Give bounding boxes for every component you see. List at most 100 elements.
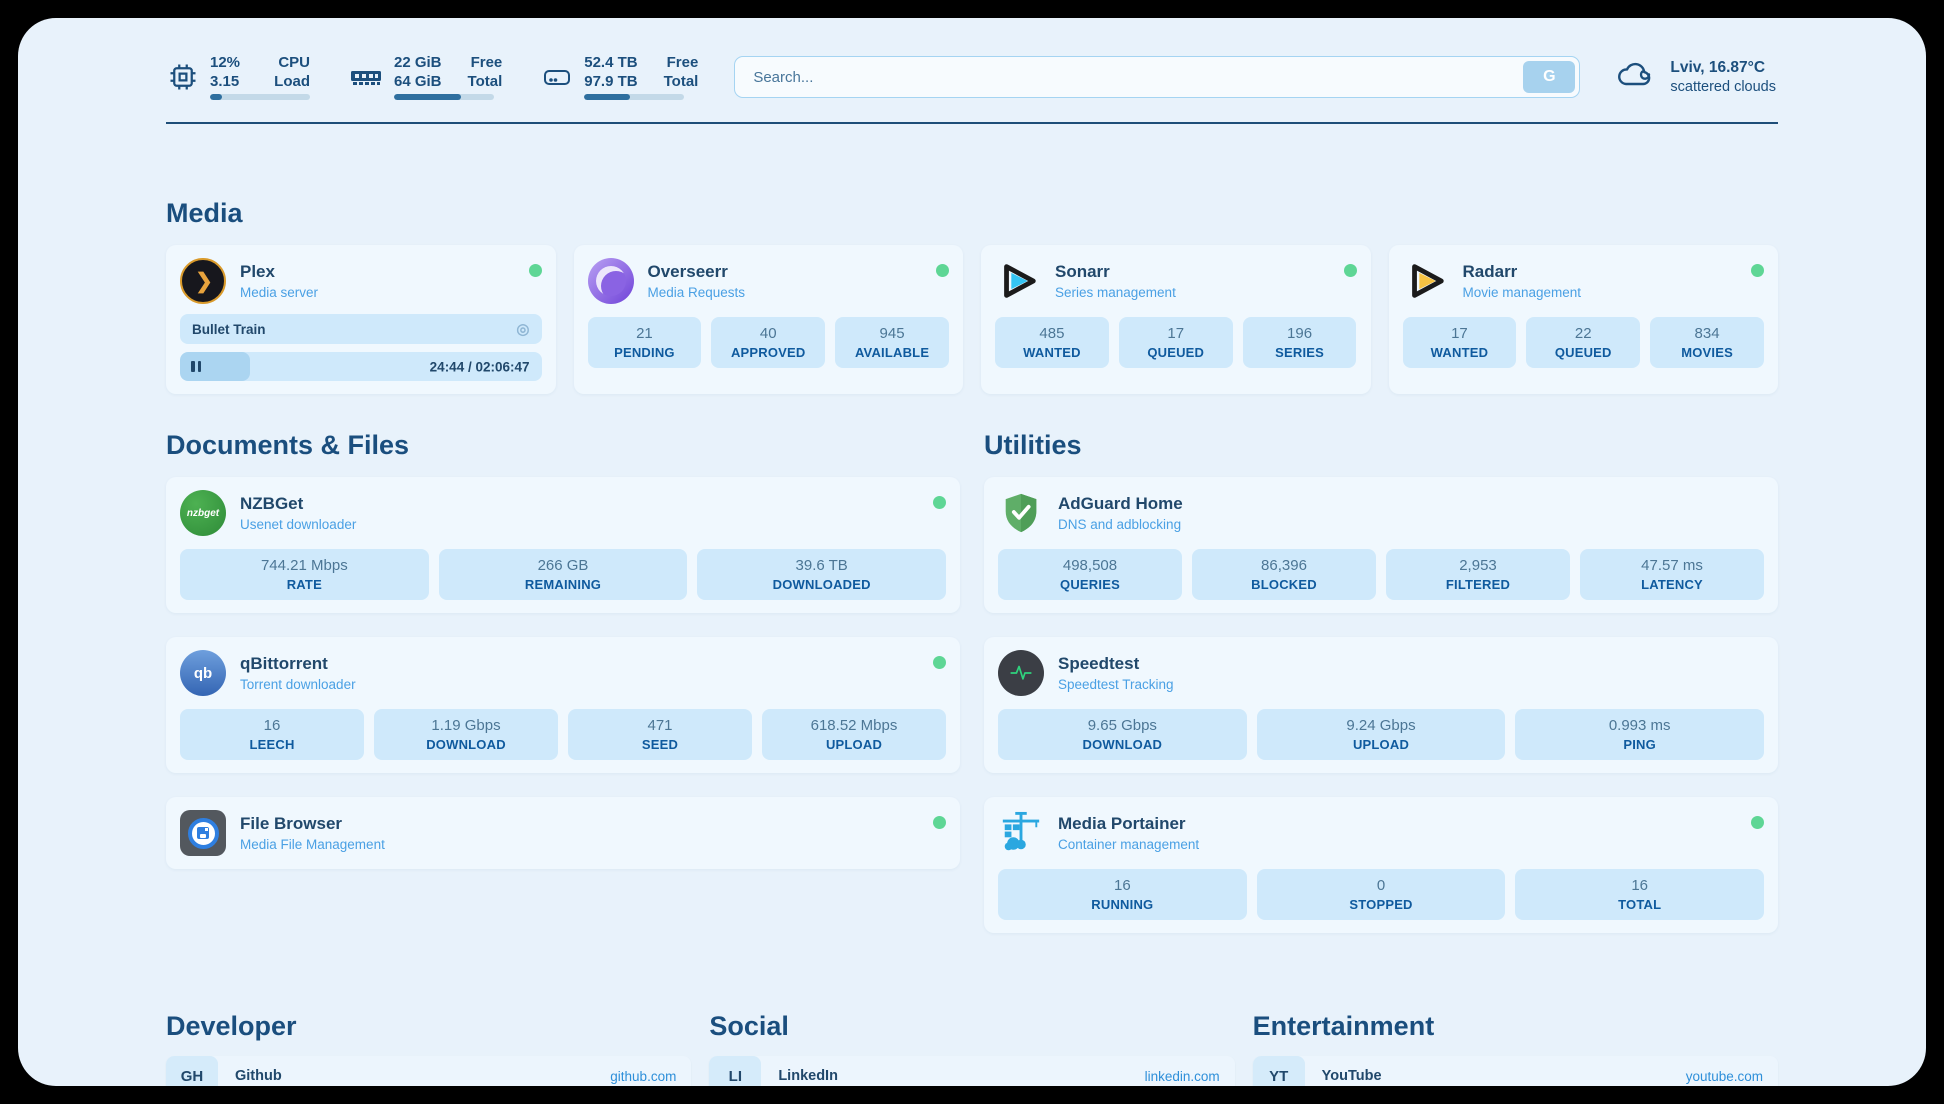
card-plex[interactable]: ❯ Plex Media server Bullet Train ◎ 24:44… bbox=[166, 245, 556, 394]
service-subtitle: Speedtest Tracking bbox=[1058, 677, 1174, 692]
search-engine-button[interactable]: G bbox=[1523, 61, 1576, 93]
card-speedtest[interactable]: Speedtest Speedtest Tracking 9.65 Gbps DO… bbox=[984, 637, 1778, 773]
link-github[interactable]: GH Github github.com bbox=[166, 1056, 692, 1086]
stat-tile: 618.52 Mbps UPLOAD bbox=[762, 709, 946, 760]
service-name: File Browser bbox=[240, 814, 343, 833]
service-name: Sonarr bbox=[1055, 262, 1110, 281]
section-title-developer: Developer bbox=[166, 1011, 297, 1041]
disk-label-1: Free bbox=[666, 54, 699, 71]
section-title-entertainment: Entertainment bbox=[1252, 1011, 1435, 1041]
speedtest-icon bbox=[998, 650, 1044, 696]
section-title-media: Media bbox=[166, 198, 243, 228]
stat-tile: 266 GB REMAINING bbox=[438, 549, 688, 600]
portainer-icon bbox=[998, 810, 1044, 856]
stat-tile: 17 QUEUED bbox=[1118, 317, 1233, 368]
service-subtitle: Torrent downloader bbox=[240, 677, 356, 692]
service-name: Speedtest bbox=[1058, 654, 1140, 673]
card-filebrowser[interactable]: File Browser Media File Management bbox=[166, 797, 960, 869]
weather-location: Lviv, 16.87°C bbox=[1670, 59, 1766, 76]
link-linkedin[interactable]: LI LinkedIn linkedin.com bbox=[709, 1056, 1235, 1086]
stat-tile: 39.6 TB DOWNLOADED bbox=[697, 549, 947, 600]
section-title-utilities: Utilities bbox=[984, 430, 1082, 460]
section-documents: Documents & Files nzbget NZBGet Usenet d… bbox=[166, 430, 960, 933]
ram-progress-bar bbox=[394, 94, 494, 100]
stat-tile: 21 PENDING bbox=[587, 317, 702, 368]
now-playing-row: Bullet Train ◎ bbox=[180, 314, 542, 344]
adguard-icon bbox=[998, 490, 1044, 536]
link-abbr-badge: GH bbox=[166, 1056, 218, 1086]
disk-free: 52.4 TB bbox=[584, 54, 638, 71]
status-dot bbox=[1751, 816, 1764, 829]
disk-icon bbox=[542, 65, 572, 89]
playback-time: 24:44 / 02:06:47 bbox=[429, 359, 530, 374]
playback-progress: 24:44 / 02:06:47 bbox=[180, 352, 542, 381]
search-bar: G bbox=[734, 56, 1581, 98]
section-social: Social LI LinkedIn linkedin.com TW Twitt… bbox=[709, 1011, 1235, 1086]
filebrowser-icon bbox=[180, 810, 226, 856]
cpu-icon bbox=[168, 62, 198, 92]
search-input[interactable] bbox=[739, 68, 1524, 86]
stat-tile: 86,396 BLOCKED bbox=[1192, 549, 1376, 600]
hardware-stats: 12% 3.15 CPU Load bbox=[168, 54, 698, 100]
service-subtitle: Container management bbox=[1058, 837, 1200, 852]
ram-free: 22 GiB bbox=[394, 54, 442, 71]
section-developer: Developer GH Github github.com SO StackO… bbox=[166, 1011, 692, 1086]
dashboard-panel: 12% 3.15 CPU Load bbox=[18, 18, 1926, 1086]
service-name: Overseerr bbox=[647, 262, 728, 281]
service-name: Media Portainer bbox=[1058, 814, 1186, 833]
card-adguard[interactable]: AdGuard Home DNS and adblocking 498,508 Q… bbox=[984, 477, 1778, 613]
ram-label-2: Total bbox=[467, 73, 503, 90]
stat-tile: 22 QUEUED bbox=[1526, 317, 1641, 368]
now-playing-icon[interactable]: ◎ bbox=[516, 321, 530, 338]
stat-tile: 945 AVAILABLE bbox=[835, 317, 949, 368]
status-dot bbox=[1751, 264, 1764, 277]
cpu-stat: 12% 3.15 CPU Load bbox=[168, 54, 310, 100]
service-subtitle: Media server bbox=[240, 285, 319, 300]
stat-tile: 0.993 ms PING bbox=[1515, 709, 1765, 760]
stat-tile: 9.65 Gbps DOWNLOAD bbox=[998, 709, 1247, 760]
stat-tile: 17 WANTED bbox=[1402, 317, 1517, 368]
service-name: Plex bbox=[240, 262, 275, 281]
stat-tile: 834 MOVIES bbox=[1650, 317, 1764, 368]
cpu-label-2: Load bbox=[274, 73, 310, 90]
ram-stat: 22 GiB 64 GiB Free Total bbox=[350, 54, 502, 100]
stat-tile: 40 APPROVED bbox=[711, 317, 826, 368]
disk-total: 97.9 TB bbox=[584, 73, 638, 90]
section-title-social: Social bbox=[709, 1011, 789, 1041]
section-title-documents: Documents & Files bbox=[166, 430, 410, 460]
status-dot bbox=[933, 496, 946, 509]
stat-tile: 47.57 ms LATENCY bbox=[1580, 549, 1764, 600]
card-radarr[interactable]: Radarr Movie management 17 WANTED 22 QUEUE… bbox=[1388, 245, 1778, 394]
service-subtitle: Media File Management bbox=[240, 837, 385, 852]
card-qbittorrent[interactable]: qb qBittorrent Torrent downloader 16 LEEC… bbox=[166, 637, 960, 773]
stat-tile: 1.19 Gbps DOWNLOAD bbox=[374, 709, 558, 760]
plex-icon: ❯ bbox=[180, 258, 226, 304]
stat-tile: 498,508 QUERIES bbox=[998, 549, 1182, 600]
qbittorrent-icon: qb bbox=[180, 650, 226, 696]
service-subtitle: Usenet downloader bbox=[240, 517, 357, 532]
card-nzbget[interactable]: nzbget NZBGet Usenet downloader 744.21 M… bbox=[166, 477, 960, 613]
link-abbr-badge: LI bbox=[709, 1056, 762, 1086]
card-portainer[interactable]: Media Portainer Container management 16 R… bbox=[984, 797, 1778, 933]
disk-stat: 52.4 TB 97.9 TB Free Total bbox=[542, 54, 698, 100]
cpu-percent: 12% bbox=[210, 54, 241, 71]
cpu-label-1: CPU bbox=[278, 54, 310, 71]
card-sonarr[interactable]: Sonarr Series management 485 WANTED 17 QUE… bbox=[981, 245, 1371, 394]
status-dot bbox=[1343, 264, 1357, 277]
cpu-load-value: 3.15 bbox=[210, 73, 240, 90]
stat-tile: 485 WANTED bbox=[995, 317, 1109, 368]
card-overseerr[interactable]: Overseerr Media Requests 21 PENDING 40 APP… bbox=[573, 245, 963, 394]
link-youtube[interactable]: YT YouTube youtube.com bbox=[1252, 1056, 1778, 1086]
weather-widget: Lviv, 16.87°C scattered clouds bbox=[1616, 59, 1776, 95]
status-dot bbox=[933, 656, 946, 669]
stat-tile: 16 LEECH bbox=[180, 709, 364, 760]
weather-condition: scattered clouds bbox=[1670, 79, 1776, 95]
stat-tile: 744.21 Mbps RATE bbox=[180, 549, 429, 600]
sonarr-icon bbox=[995, 258, 1041, 304]
service-name: AdGuard Home bbox=[1058, 494, 1183, 513]
service-name: qBittorrent bbox=[240, 654, 328, 673]
nzbget-icon: nzbget bbox=[180, 490, 226, 536]
ram-total: 64 GiB bbox=[394, 73, 442, 90]
radarr-icon bbox=[1403, 258, 1449, 304]
service-subtitle: Media Requests bbox=[647, 285, 746, 300]
